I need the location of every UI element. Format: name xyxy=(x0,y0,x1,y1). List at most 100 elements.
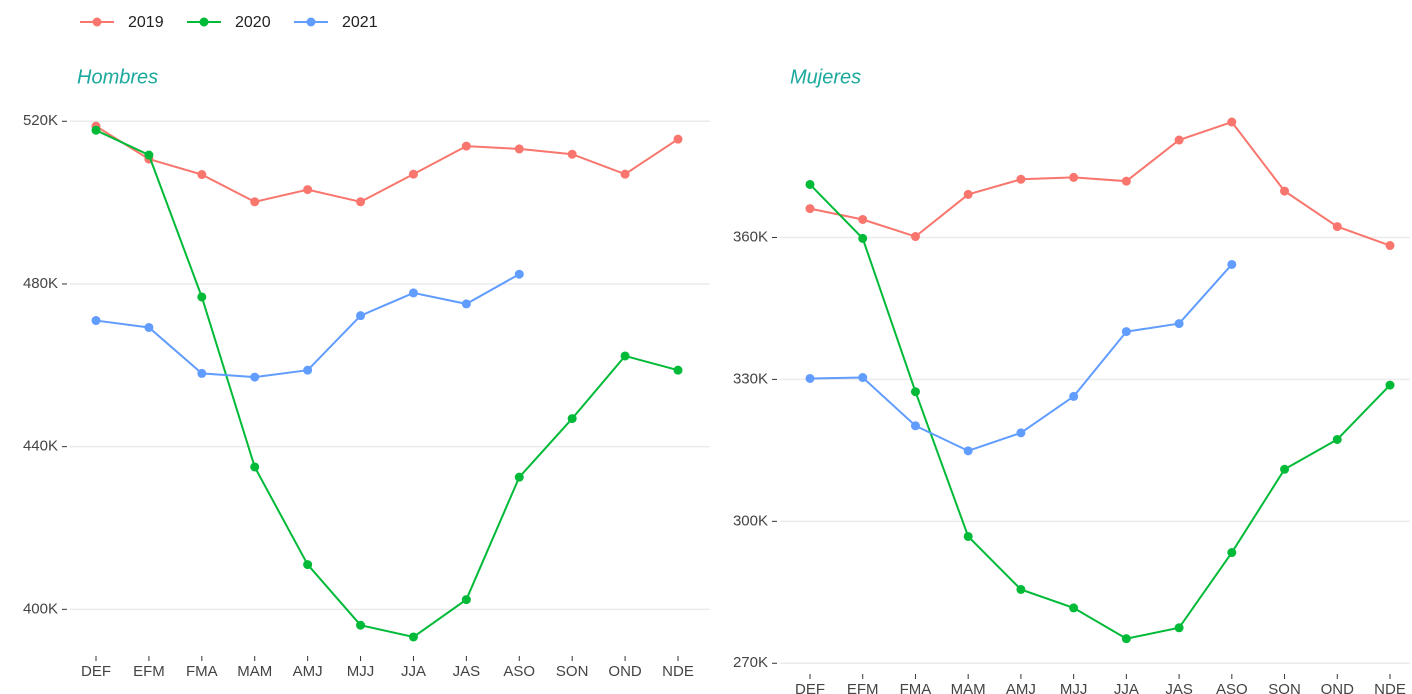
data-point xyxy=(514,269,524,279)
data-point xyxy=(963,531,973,541)
data-point xyxy=(567,149,577,159)
series-line: 2020 xyxy=(809,183,1391,640)
x-tick-label: MAM xyxy=(951,681,986,694)
data-point xyxy=(356,311,366,321)
data-point xyxy=(144,150,154,160)
legend-label: 2020 xyxy=(235,14,271,31)
data-point xyxy=(1280,186,1290,196)
x-tick-label: EFM xyxy=(133,663,165,680)
x-tick-label: SON xyxy=(1268,681,1301,694)
data-point xyxy=(1174,623,1184,633)
y-tick-label: 300K xyxy=(733,512,768,529)
data-point xyxy=(250,197,260,207)
data-point xyxy=(1227,117,1237,127)
legend-label: 2021 xyxy=(342,14,378,31)
data-point xyxy=(303,560,313,570)
y-tick-label: 360K xyxy=(733,228,768,245)
data-point xyxy=(1016,174,1026,184)
x-tick-label: JJA xyxy=(1114,681,1139,694)
y-tick-label: 520K xyxy=(23,112,58,129)
chart-title: Hombres xyxy=(77,66,158,88)
data-point xyxy=(1385,241,1395,251)
x-tick-label: JAS xyxy=(453,663,481,680)
x-tick-label: SON xyxy=(556,663,589,680)
legend-dot xyxy=(92,17,102,27)
data-point xyxy=(673,134,683,144)
data-point xyxy=(1016,428,1026,438)
data-point xyxy=(1069,603,1079,613)
data-point xyxy=(620,169,630,179)
data-point xyxy=(197,292,207,302)
data-point xyxy=(303,365,313,375)
data-point xyxy=(1332,222,1342,232)
y-tick-label: 440K xyxy=(23,438,58,455)
data-point xyxy=(1121,176,1131,186)
data-point xyxy=(858,233,868,243)
data-point xyxy=(1174,135,1184,145)
data-point xyxy=(858,373,868,383)
data-point xyxy=(91,125,101,135)
data-point xyxy=(1016,584,1026,594)
data-point xyxy=(461,299,471,309)
x-tick-label: FMA xyxy=(186,663,218,680)
x-tick-label: ASO xyxy=(1216,681,1248,694)
x-tick-label: EFM xyxy=(847,681,879,694)
data-point xyxy=(1280,464,1290,474)
y-tick-label: 400K xyxy=(23,600,58,617)
x-tick-label: OND xyxy=(608,663,642,680)
x-tick-label: DEF xyxy=(795,681,825,694)
series-line xyxy=(95,125,679,203)
x-tick-label: DEF xyxy=(81,663,111,680)
y-tick-label: 480K xyxy=(23,275,58,292)
data-point xyxy=(197,170,207,180)
series-line xyxy=(95,273,520,379)
data-point xyxy=(1227,548,1237,558)
data-point xyxy=(408,169,418,179)
data-point xyxy=(1227,259,1237,269)
data-point xyxy=(805,373,815,383)
legend-label: 2019 xyxy=(128,14,164,31)
data-point xyxy=(805,179,815,189)
x-tick-label: OND xyxy=(1321,681,1355,694)
data-point xyxy=(910,387,920,397)
y-tick-label: 330K xyxy=(733,370,768,387)
data-point xyxy=(963,446,973,456)
legend-dot xyxy=(199,17,209,27)
data-point xyxy=(858,214,868,224)
data-point xyxy=(1121,634,1131,644)
data-point xyxy=(356,197,366,207)
x-tick-label: MJJ xyxy=(1060,681,1088,694)
x-tick-label: NDE xyxy=(1374,681,1406,694)
data-point xyxy=(356,620,366,630)
data-point xyxy=(620,351,630,361)
data-point xyxy=(303,185,313,195)
data-point xyxy=(197,368,207,378)
data-point xyxy=(144,322,154,332)
x-tick-label: MAM xyxy=(237,663,272,680)
series-line: 2019 xyxy=(809,120,1391,247)
x-tick-label: ASO xyxy=(503,663,535,680)
x-tick-label: JAS xyxy=(1165,681,1193,694)
data-point xyxy=(461,141,471,151)
data-point xyxy=(461,595,471,605)
legend-dot xyxy=(306,17,316,27)
series-line: 2021 xyxy=(809,263,1233,452)
data-point xyxy=(408,288,418,298)
data-point xyxy=(250,462,260,472)
x-tick-label: JJA xyxy=(401,663,426,680)
data-point xyxy=(91,316,101,326)
x-tick-label: NDE xyxy=(662,663,694,680)
data-point xyxy=(1332,434,1342,444)
y-tick-label: 270K xyxy=(733,654,768,671)
x-tick-label: AMJ xyxy=(293,663,323,680)
x-tick-label: MJJ xyxy=(347,663,375,680)
data-point xyxy=(567,414,577,424)
data-point xyxy=(673,365,683,375)
data-point xyxy=(514,472,524,482)
data-point xyxy=(1121,327,1131,337)
data-point xyxy=(408,632,418,642)
data-point xyxy=(1069,391,1079,401)
series-line xyxy=(95,129,679,639)
data-point xyxy=(514,144,524,154)
x-tick-label: FMA xyxy=(900,681,932,694)
